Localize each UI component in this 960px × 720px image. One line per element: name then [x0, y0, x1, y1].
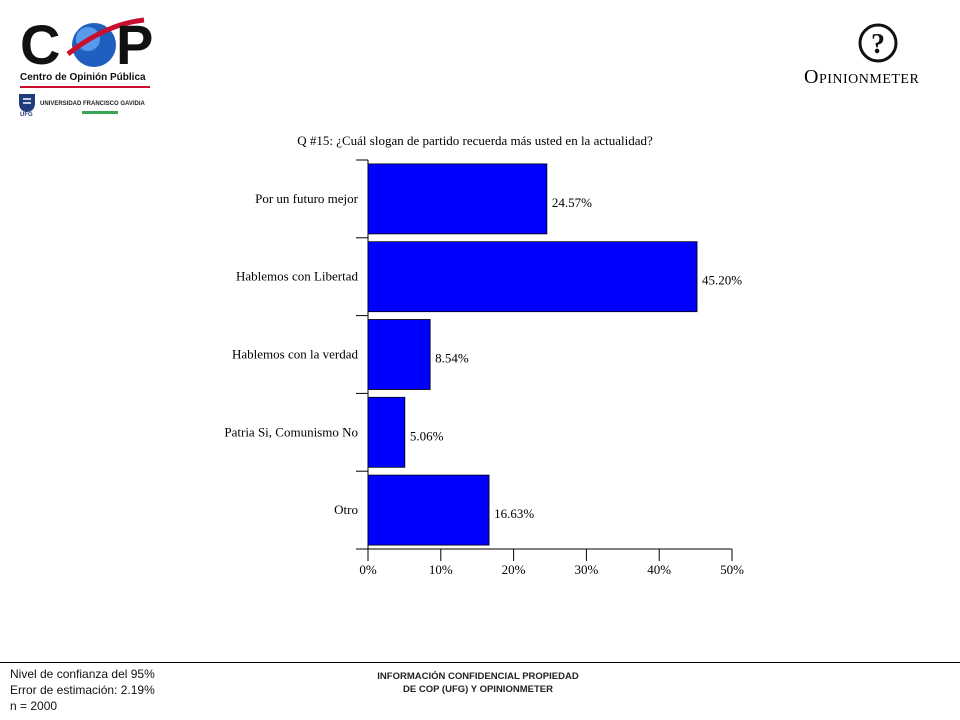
chart-title: Q #15: ¿Cuál slogan de partido recuerda … — [297, 133, 653, 148]
bar — [367, 163, 548, 235]
x-tick-label: 20% — [502, 562, 526, 577]
cop-divider — [20, 86, 150, 88]
data-label: 8.54% — [435, 351, 469, 366]
confidential-notice: INFORMACIÓN CONFIDENCIAL PROPIEDAD DE CO… — [320, 670, 636, 696]
bar — [367, 474, 490, 546]
sample-size: n = 2000 — [10, 699, 58, 713]
category-label: Patria Si, Comunismo No — [224, 424, 358, 439]
svg-text:?: ? — [871, 29, 885, 60]
bar — [367, 241, 698, 313]
question-mark-icon: ? — [858, 23, 898, 63]
x-tick-label: 0% — [359, 562, 377, 577]
x-tick-label: 30% — [574, 562, 598, 577]
data-label: 45.20% — [702, 273, 742, 288]
category-label: Hablemos con Libertad — [236, 269, 359, 284]
confidence-level: Nivel de confianza del 95% — [10, 667, 155, 681]
footer-stats: Nivel de confianza del 95% Error de esti… — [10, 666, 155, 714]
category-label: Hablemos con la verdad — [232, 347, 358, 362]
cop-subtitle: Centro de Opinión Pública — [20, 72, 146, 83]
ufg-code: UFG — [20, 112, 33, 118]
data-label: 24.57% — [552, 195, 592, 210]
confidential-line-1: INFORMACIÓN CONFIDENCIAL PROPIEDAD — [377, 671, 579, 682]
confidential-line-2: DE COP (UFG) Y OPINIONMETER — [403, 684, 553, 695]
svg-text:C: C — [20, 14, 60, 70]
cop-logo-mark: C P — [20, 14, 153, 70]
data-label: 5.06% — [410, 428, 444, 443]
category-label: Otro — [334, 502, 358, 517]
x-tick-label: 40% — [647, 562, 671, 577]
estimation-error: Error de estimación: 2.19% — [10, 683, 155, 697]
svg-text:P: P — [116, 14, 153, 70]
opinionmeter-wordmark: Opinionmeter — [804, 66, 920, 88]
bar — [367, 319, 431, 390]
x-tick-label: 10% — [429, 562, 453, 577]
bar — [367, 396, 406, 468]
ufg-underline — [82, 111, 118, 114]
footer-divider — [0, 662, 960, 663]
ufg-name: UNIVERSIDAD FRANCISCO GAVIDIA — [40, 101, 145, 107]
category-label: Por un futuro mejor — [255, 191, 359, 206]
data-label: 16.63% — [494, 506, 534, 521]
x-tick-label: 50% — [720, 562, 744, 577]
cop-logo: C P Centro de Opinión Pública UNIVERSIDA… — [16, 14, 156, 124]
opinionmeter-logo: ? Opinionmeter — [804, 22, 954, 92]
bar-chart: Q #15: ¿Cuál slogan de partido recuerda … — [224, 133, 744, 577]
ufg-crest-icon — [19, 94, 35, 112]
